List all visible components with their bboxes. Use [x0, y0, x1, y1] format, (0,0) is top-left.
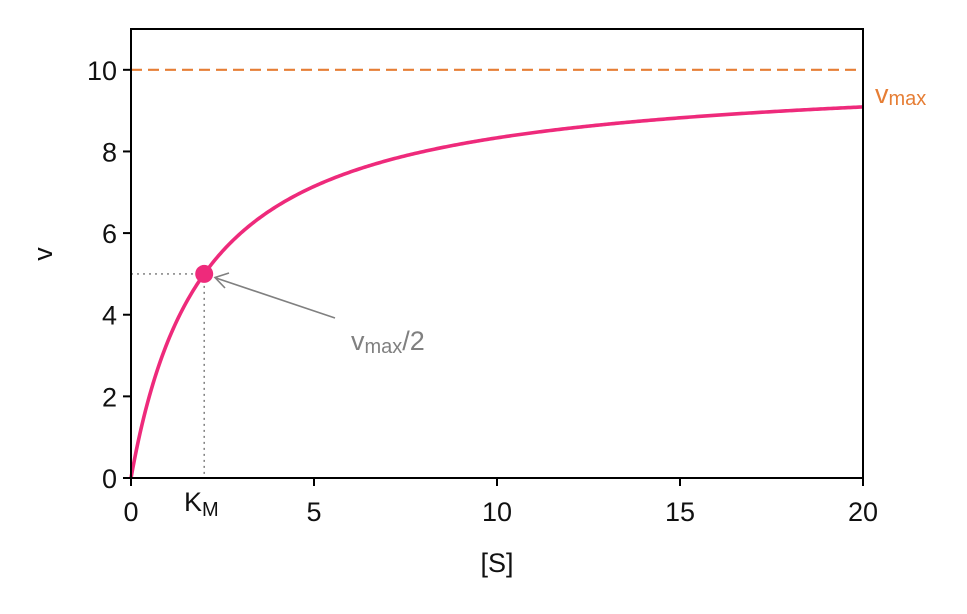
y-tick-label: 10	[87, 56, 117, 86]
x-tick-label: 10	[482, 497, 512, 527]
x-axis-label: [S]	[480, 548, 513, 578]
y-tick-label: 2	[102, 382, 117, 412]
y-tick-label: 8	[102, 137, 117, 167]
x-tick-label: 0	[123, 497, 138, 527]
x-tick-label: 5	[306, 497, 321, 527]
x-tick-label: 15	[665, 497, 695, 527]
vmax-label: vmax	[875, 79, 926, 110]
km-label: KM	[184, 487, 219, 521]
y-axis-label: v	[28, 247, 58, 261]
y-tick-label: 4	[102, 301, 117, 331]
annotation-arrow	[215, 277, 336, 319]
y-tick-label: 6	[102, 219, 117, 249]
x-tick-label: 20	[848, 497, 878, 527]
plot-frame	[130, 28, 864, 479]
annotation-arrowhead	[213, 272, 230, 289]
y-tick-label: 0	[102, 464, 117, 494]
half-vmax-annotation: vmax/2	[351, 326, 425, 358]
michaelis-menten-curve	[129, 105, 864, 479]
half-vmax-point	[195, 264, 214, 283]
